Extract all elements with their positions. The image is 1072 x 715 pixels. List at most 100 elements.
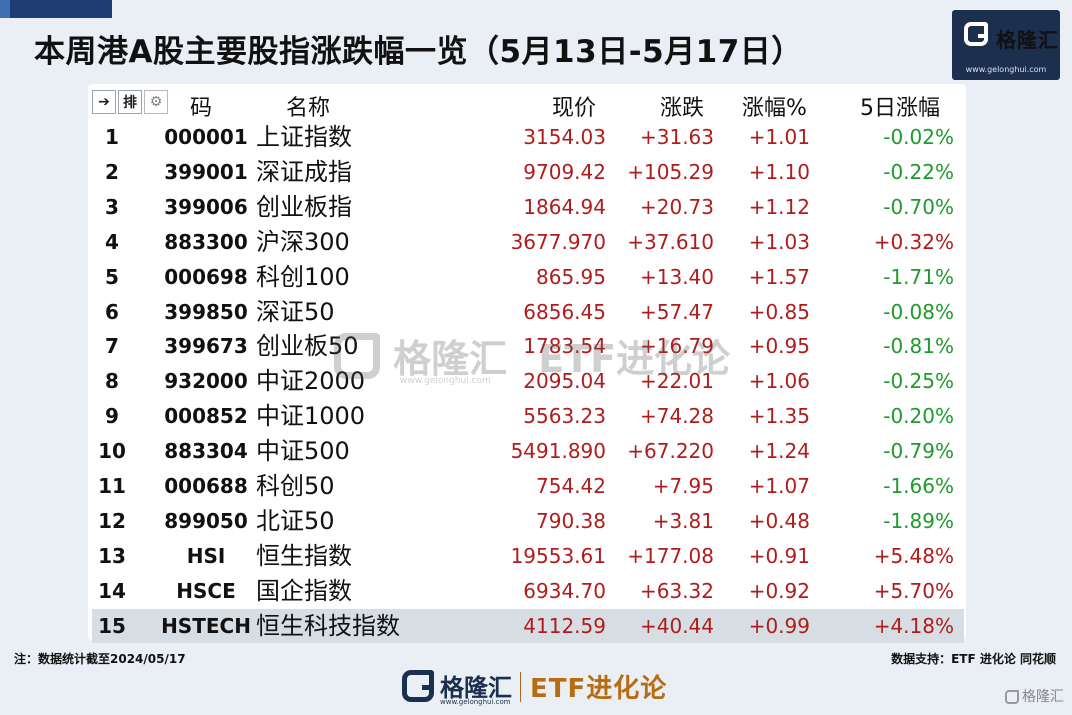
- row-name: 科创100: [256, 262, 350, 291]
- row-index: 8: [105, 369, 119, 394]
- row-name: 恒生指数: [256, 541, 352, 570]
- corner-accent: [0, 0, 112, 18]
- table-row[interactable]: 3 399006 创业板指 1864.94 +20.73 +1.12 -0.70%: [92, 190, 964, 224]
- table-row[interactable]: 14 HSCE 国企指数 6934.70 +63.32 +0.92 +5.70%: [92, 574, 964, 608]
- header-price[interactable]: 现价: [552, 96, 597, 121]
- row-index: 14: [98, 578, 126, 603]
- header-name[interactable]: 名称: [286, 96, 331, 121]
- row-price: 2095.04: [523, 369, 606, 394]
- row-code: 000852: [164, 404, 248, 429]
- brand-url: www.gelonghui.com: [965, 65, 1047, 74]
- table-row[interactable]: 12 899050 北证50 790.38 +3.81 +0.48 -1.89%: [92, 504, 964, 538]
- table-row[interactable]: 13 HSI 恒生指数 19553.61 +177.08 +0.91 +5.48%: [92, 539, 964, 573]
- row-code: 000698: [164, 264, 248, 289]
- header-five-day[interactable]: 5日涨幅: [860, 96, 940, 121]
- row-index: 4: [105, 229, 119, 254]
- table-row[interactable]: 8 932000 中证2000 2095.04 +22.01 +1.06 -0.25%: [92, 364, 964, 398]
- row-index: 5: [105, 264, 119, 289]
- row-five-day: +5.70%: [873, 578, 954, 603]
- row-price: 3154.03: [523, 125, 606, 149]
- row-five-day: -0.20%: [883, 404, 954, 429]
- row-five-day: -0.70%: [883, 194, 954, 219]
- row-change-pct: +1.12: [748, 194, 810, 219]
- row-change: +7.95: [652, 474, 714, 498]
- footer-brand-name: 格隆汇: [440, 674, 512, 702]
- row-change: +37.610: [627, 229, 714, 254]
- row-price: 5491.890: [510, 439, 606, 464]
- row-change-pct: +1.07: [748, 474, 810, 498]
- table-row[interactable]: 4 883300 沪深300 3677.970 +37.610 +1.03 +0.32%: [92, 225, 964, 259]
- row-name: 科创50: [256, 472, 335, 500]
- row-code: 883304: [164, 439, 248, 464]
- row-name: 中证500: [256, 437, 350, 466]
- row-name: 上证指数: [256, 123, 352, 151]
- row-price: 754.42: [536, 474, 606, 498]
- row-change-pct: +0.91: [748, 543, 810, 568]
- footer-brand-url: www.gelonghui.com: [440, 698, 511, 706]
- corner-watermark: 格隆汇: [1005, 686, 1064, 706]
- row-change-pct: +1.24: [748, 439, 810, 464]
- table-row[interactable]: 15 HSTECH 恒生科技指数 4112.59 +40.44 +0.99 +4.18%: [92, 608, 964, 643]
- header-change[interactable]: 涨跌: [660, 96, 705, 121]
- brand-logo: 格隆汇 www.gelonghui.com: [952, 10, 1060, 80]
- row-code: 899050: [164, 508, 248, 533]
- code-header-tail: 码: [190, 96, 213, 121]
- table-row[interactable]: 7 399673 创业板50 1783.54 +16.79 +0.95 -0.81%: [92, 329, 964, 363]
- table-row[interactable]: 11 000688 科创50 754.42 +7.95 +1.07 -1.66%: [92, 469, 964, 503]
- row-five-day: -0.08%: [883, 299, 954, 324]
- row-price: 6856.45: [523, 299, 606, 324]
- footer-etf-label: ETF进化论: [530, 674, 668, 704]
- row-code: HSTECH: [161, 613, 251, 638]
- row-price: 1864.94: [523, 194, 606, 219]
- row-change-pct: +0.85: [748, 299, 810, 324]
- row-change: +16.79: [639, 334, 714, 359]
- row-change-pct: +1.01: [748, 125, 810, 149]
- row-name: 中证2000: [256, 367, 366, 396]
- row-code: 399850: [164, 299, 248, 324]
- row-change-pct: +1.57: [748, 264, 810, 289]
- row-index: 13: [98, 543, 126, 568]
- table-row[interactable]: 5 000698 科创100 865.95 +13.40 +1.57 -1.71%: [92, 260, 964, 294]
- row-price: 865.95: [536, 264, 606, 289]
- brand-name: 格隆汇: [996, 28, 1059, 52]
- row-name: 深证50: [256, 297, 335, 326]
- row-five-day: -1.89%: [883, 508, 954, 533]
- row-index: 7: [105, 334, 119, 359]
- sort-icon[interactable]: 排: [118, 90, 142, 114]
- row-name: 国企指数: [256, 576, 352, 605]
- table-row[interactable]: 9 000852 中证1000 5563.23 +74.28 +1.35 -0.20%: [92, 399, 964, 433]
- row-change-pct: +1.35: [748, 404, 810, 429]
- data-note: 注：数据统计截至2024/05/17: [14, 652, 186, 666]
- header-change-pct[interactable]: 涨幅%: [742, 96, 807, 121]
- row-code: 932000: [164, 369, 248, 394]
- row-change: +63.32: [639, 578, 714, 603]
- row-price: 19553.61: [510, 543, 606, 568]
- table-row[interactable]: 6 399850 深证50 6856.45 +57.47 +0.85 -0.08%: [92, 295, 964, 329]
- row-price: 6934.70: [523, 578, 606, 603]
- row-five-day: +0.32%: [873, 229, 954, 254]
- data-source: 数据支持：ETF 进化论 同花顺: [891, 652, 1056, 666]
- arrow-in-icon[interactable]: ➔: [92, 90, 116, 114]
- row-five-day: -0.02%: [883, 125, 954, 149]
- row-change: +177.08: [627, 543, 714, 568]
- row-index: 9: [105, 404, 119, 429]
- row-price: 1783.54: [523, 334, 606, 359]
- row-change: +40.44: [639, 613, 714, 638]
- table-row[interactable]: 10 883304 中证500 5491.890 +67.220 +1.24 -0.79%: [92, 434, 964, 468]
- row-name: 创业板50: [256, 332, 359, 361]
- footer-logo-icon: [402, 670, 434, 702]
- row-name: 创业板指: [256, 192, 352, 221]
- table-row[interactable]: 2 399001 深证成指 9709.42 +105.29 +1.10 -0.22%: [92, 155, 964, 189]
- row-index: 10: [98, 439, 126, 464]
- row-price: 790.38: [536, 508, 606, 533]
- row-code: HSI: [186, 543, 226, 568]
- row-code: 399006: [164, 194, 248, 219]
- gear-icon[interactable]: ⚙: [144, 90, 168, 114]
- row-change: +67.220: [627, 439, 714, 464]
- row-change: +57.47: [639, 299, 714, 324]
- row-name: 沪深300: [256, 227, 350, 256]
- row-five-day: +5.48%: [873, 543, 954, 568]
- row-price: 9709.42: [523, 159, 606, 184]
- table-row[interactable]: 1 000001 上证指数 3154.03 +31.63 +1.01 -0.02%: [92, 120, 964, 154]
- row-five-day: -0.22%: [883, 159, 954, 184]
